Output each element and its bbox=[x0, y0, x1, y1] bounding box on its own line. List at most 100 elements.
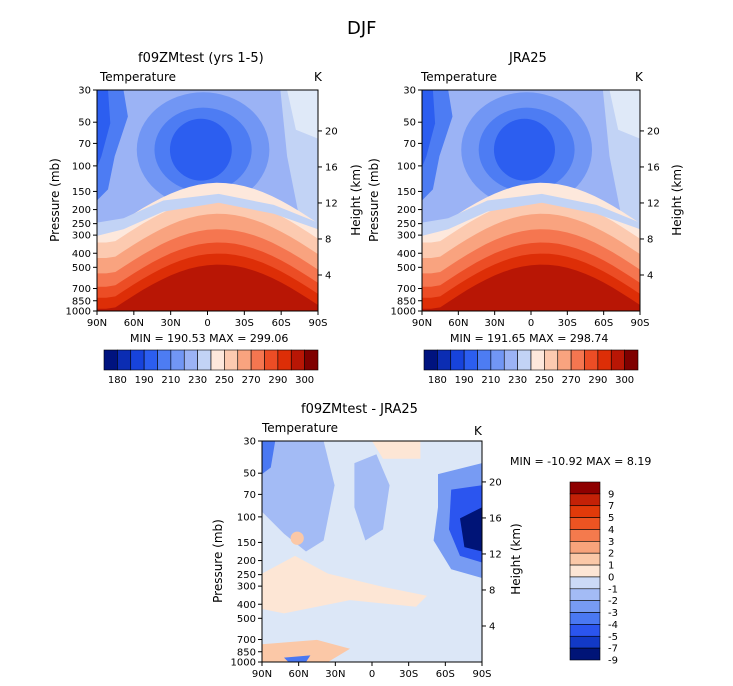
panel-2-colorbar-box bbox=[503, 349, 518, 371]
panel-3-y-tick-label: 300 bbox=[237, 582, 256, 593]
panel-3-right-tick-label: 8 bbox=[489, 585, 495, 596]
panel-1-colorbar-box bbox=[277, 349, 292, 371]
panel-3-x-tick-label: 90S bbox=[472, 669, 491, 680]
panel-1-colorbar-box bbox=[143, 349, 158, 371]
panel-2-x-tick-label: 60N bbox=[448, 318, 468, 329]
panel-1-field bbox=[96, 89, 319, 312]
panel-2-warm-layer-1 bbox=[422, 182, 640, 311]
panel-3-units-label: K bbox=[474, 424, 482, 438]
panel-2-warm-layer-3 bbox=[422, 213, 640, 311]
panel-2-colorbar-label: 180 bbox=[428, 375, 447, 386]
panel-2-right-tick-label: 4 bbox=[647, 270, 653, 281]
panel-1-coldest-north-region bbox=[97, 90, 111, 168]
panel-2-variable-label: Temperature bbox=[421, 70, 498, 84]
panel-1-y-tick-label: 700 bbox=[72, 284, 91, 295]
panel-1-x-tick-label: 0 bbox=[204, 318, 210, 329]
panel-1-y-tick-label: 500 bbox=[72, 263, 91, 274]
panel-3-field bbox=[261, 440, 483, 663]
panel-3-colorbar-box bbox=[569, 505, 601, 518]
panel-2-colorbar-label: 250 bbox=[535, 375, 554, 386]
panel-3-negative-tropics bbox=[354, 454, 390, 541]
panel-3-negative-north bbox=[262, 441, 335, 552]
panel-3-colorbar-box bbox=[569, 576, 601, 590]
panel-3-colorbar-label: 7 bbox=[608, 501, 614, 512]
panel-3-colorbar-label: -2 bbox=[608, 596, 618, 607]
panel-3-negative-south-mid bbox=[449, 485, 482, 563]
panel-1-colorbar-box bbox=[117, 349, 132, 371]
panel-2-y-tick-label: 400 bbox=[397, 249, 416, 260]
panel-1-x-tick-label: 60S bbox=[272, 318, 291, 329]
panel-3-negative-south-outer bbox=[433, 463, 482, 578]
panel-2-x-tick-label: 90N bbox=[412, 318, 432, 329]
panel-3-background bbox=[262, 441, 482, 662]
panel-1-colorbar bbox=[103, 349, 319, 371]
panel-1-colorbar-box bbox=[197, 349, 212, 371]
panel-1-y-tick-label: 50 bbox=[78, 118, 91, 129]
panel-2-right-tick-label: 16 bbox=[647, 162, 660, 173]
panel-1-x-tick-label: 30N bbox=[161, 318, 181, 329]
panel-1-colorbar-box bbox=[264, 349, 279, 371]
panel-2-colorbar-label: 190 bbox=[455, 375, 474, 386]
panel-2-tropopause-core bbox=[493, 118, 555, 181]
panel-2-colorbar bbox=[423, 349, 639, 371]
panel-2-colorbar-box bbox=[570, 349, 585, 371]
panel-3-y-tick-label: 850 bbox=[237, 647, 256, 658]
panel-1-y-tick-label: 1000 bbox=[66, 307, 91, 318]
panel-3-colorbar-box bbox=[569, 588, 601, 601]
panel-1-background bbox=[97, 90, 318, 311]
panel-1-tropopause-mid bbox=[154, 107, 252, 192]
panel-2-cool-band bbox=[422, 193, 640, 236]
panel-2-y-tick-label: 700 bbox=[397, 284, 416, 295]
panel-2-colorbar-box bbox=[597, 349, 612, 371]
panel-2-field bbox=[421, 89, 641, 312]
panel-2-warm-layer-2 bbox=[422, 198, 640, 311]
panel-2-y-tick-label: 850 bbox=[397, 296, 416, 307]
panel-3-y-axis-title: Pressure (mb) bbox=[211, 519, 225, 603]
panel-3-colorbar-label: 3 bbox=[608, 537, 614, 548]
panel-3-colorbar-label: 4 bbox=[608, 525, 614, 536]
panel-1-tropopause-core bbox=[169, 118, 232, 181]
panel-3-colorbar-box bbox=[569, 481, 601, 495]
panel-3-negative-surface bbox=[284, 655, 311, 662]
panel-2-x-tick-label: 30S bbox=[558, 318, 577, 329]
panel-2-right-tick-label: 12 bbox=[647, 198, 660, 209]
panel-3-colorbar-label: -1 bbox=[608, 584, 618, 595]
panel-1-y-tick-label: 400 bbox=[72, 249, 91, 260]
panel-3-y-tick-label: 50 bbox=[243, 469, 256, 480]
panel-2-right-tick-label: 20 bbox=[647, 126, 660, 137]
panel-3-colorbar-label: 0 bbox=[608, 572, 614, 583]
panel-1-frame bbox=[96, 89, 319, 312]
panel-1-x-tick-label: 90S bbox=[308, 318, 327, 329]
panel-3-right-tick-label: 4 bbox=[489, 621, 495, 632]
panel-2-y-tick-label: 200 bbox=[397, 205, 416, 216]
panel-2-colorbar-label: 230 bbox=[508, 375, 527, 386]
panel-1-warm-layer-7 bbox=[97, 264, 318, 311]
panel-3-colorbar bbox=[569, 481, 601, 661]
panel-3-colorbar-label: -3 bbox=[608, 608, 618, 619]
panel-2-y-tick-label: 150 bbox=[397, 187, 416, 198]
panel-2-colorbar-box bbox=[530, 349, 545, 371]
panel-3-y-tick-label: 400 bbox=[237, 600, 256, 611]
panel-1-colorbar-label: 270 bbox=[242, 375, 261, 386]
panel-3-colorbar-box bbox=[569, 564, 601, 578]
panel-2-x-tick-label: 90S bbox=[630, 318, 649, 329]
panel-2-colorbar-label: 290 bbox=[588, 375, 607, 386]
panel-3-y-tick-label: 70 bbox=[243, 490, 256, 501]
panel-3-colorbar-box bbox=[569, 541, 601, 554]
panel-3-colorbar-box bbox=[569, 493, 601, 507]
panel-3-title: f09ZMtest - JRA25 bbox=[301, 402, 418, 417]
panel-2-coldest-north-region bbox=[422, 90, 436, 168]
panel-2-y-tick-label: 250 bbox=[397, 219, 416, 230]
panel-3-positive-band bbox=[262, 555, 427, 614]
panel-3-variable-label: Temperature bbox=[262, 421, 339, 435]
panel-2-y-tick-label: 50 bbox=[403, 118, 416, 129]
panel-2-y-tick-label: 30 bbox=[403, 86, 416, 97]
panel-2-frame bbox=[421, 89, 641, 312]
panel-3-colorbar-box bbox=[569, 552, 601, 566]
panel-3-colorbar-label: -4 bbox=[608, 620, 618, 631]
panel-3-right-tick-label: 12 bbox=[489, 549, 502, 560]
panel-1-units-label: K bbox=[314, 70, 322, 84]
panel-1-colorbar-box bbox=[103, 349, 118, 371]
panel-1-variable-label: Temperature bbox=[100, 70, 177, 84]
